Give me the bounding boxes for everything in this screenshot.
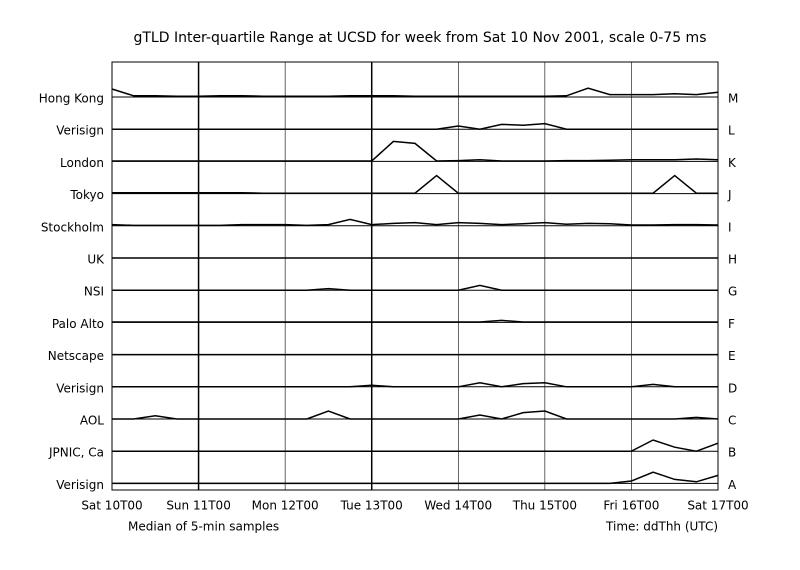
row-label: London	[60, 156, 104, 170]
row-label: Tokyo	[69, 188, 104, 202]
x-tick-label: Thu 15T00	[512, 499, 577, 513]
server-label: A	[728, 478, 737, 492]
row-label: AOL	[80, 414, 104, 428]
series-line	[112, 319, 718, 323]
x-tick-label: Sat 17T00	[687, 499, 748, 513]
row-label: Palo Alto	[52, 317, 104, 331]
series-line	[112, 382, 718, 388]
server-label: G	[728, 285, 737, 299]
server-label: B	[728, 446, 736, 460]
series-line	[112, 122, 718, 130]
series-line	[111, 87, 719, 97]
subtitle: Median of 5-min samples	[128, 520, 279, 534]
chart-title: gTLD Inter-quartile Range at UCSD for we…	[133, 30, 706, 46]
x-axis-label: Time: ddThh (UTC)	[605, 520, 718, 534]
row-label: Verisign	[56, 381, 104, 395]
server-label: J	[727, 188, 732, 202]
server-label: M	[728, 92, 738, 106]
row-label: Netscape	[48, 349, 104, 363]
row-label: Verisign	[56, 478, 104, 492]
row-label: NSI	[84, 285, 104, 299]
server-label: K	[728, 156, 737, 170]
server-label: D	[728, 381, 737, 395]
plot-frame	[111, 61, 719, 491]
series-line	[112, 140, 719, 162]
row-label: Stockholm	[41, 220, 104, 234]
server-label: E	[728, 349, 736, 363]
series-line	[112, 410, 719, 420]
server-label: C	[728, 414, 736, 428]
x-tick-label: Mon 12T00	[252, 499, 319, 513]
series-line	[112, 471, 719, 485]
server-label: I	[728, 220, 732, 234]
row-label: Verisign	[56, 124, 104, 138]
row-label: Hong Kong	[39, 92, 104, 106]
x-tick-label: Tue 13T00	[340, 499, 403, 513]
x-tick-label: Fri 16T00	[603, 499, 659, 513]
x-tick-label: Wed 14T00	[424, 499, 492, 513]
series-line	[112, 174, 718, 194]
series-line	[112, 284, 718, 291]
row-label: UK	[87, 253, 105, 267]
server-label: H	[728, 253, 737, 267]
server-label: L	[728, 124, 735, 138]
server-label: F	[728, 317, 735, 331]
series-line	[111, 218, 719, 227]
x-tick-label: Sun 11T00	[166, 499, 231, 513]
x-tick-label: Sat 10T00	[81, 499, 142, 513]
row-label: JPNIC, Ca	[48, 446, 104, 460]
series-line	[112, 439, 719, 452]
